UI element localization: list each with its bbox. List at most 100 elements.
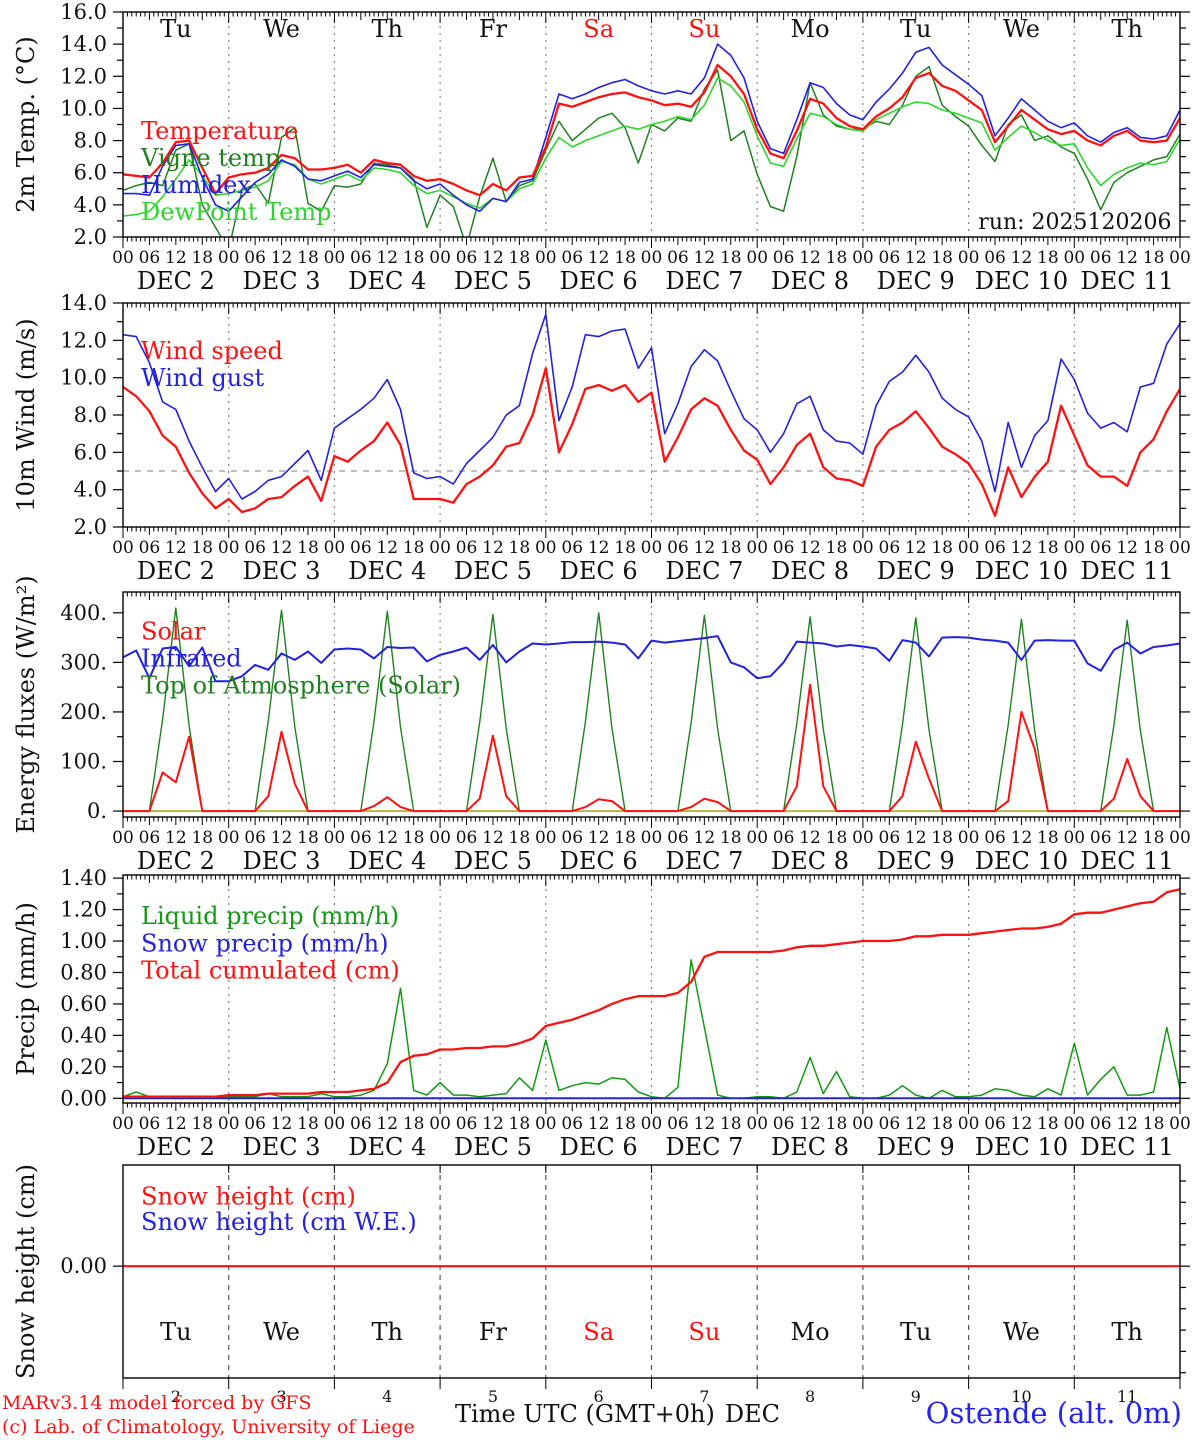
- y-axis-title: 2m Temp. (°C): [12, 36, 40, 212]
- date-label: DEC 4: [348, 557, 426, 585]
- y-tick-label: 4.0: [74, 478, 107, 502]
- hour-label: 18: [297, 1114, 319, 1134]
- panel-temp2m: 00 06 12 18 00 06 12 18 00 06 12 18 00 06 12 18 00 06 12 18…: [12, 0, 1191, 295]
- hour-label: 06: [879, 828, 901, 848]
- hour-label: 12: [165, 828, 187, 848]
- hour-label: 06: [456, 828, 478, 848]
- y-tick-labels: 0. 100. 200. 300. 400.: [60, 601, 107, 823]
- hour-label: 00: [958, 1114, 980, 1134]
- hour-label: 18: [614, 1114, 636, 1134]
- y-tick-label: 14.0: [60, 291, 107, 315]
- hour-label: 06: [984, 248, 1006, 268]
- date-labels: DEC 2 DEC 3 DEC 4 DEC 5 DEC 6 DEC 7 DEC 8 DEC 9…: [137, 267, 1174, 295]
- hour-label: 06: [667, 828, 689, 848]
- date-label: DEC 3: [243, 847, 321, 875]
- daynum-label: 6: [594, 1387, 604, 1406]
- hour-label: 18: [1143, 1114, 1165, 1134]
- hour-label: 12: [1011, 828, 1033, 848]
- hour-label: 06: [561, 828, 583, 848]
- hour-label: 00: [852, 1114, 874, 1134]
- lab-credit: (c) Lab. of Climatology, University of L…: [2, 1416, 415, 1438]
- legend-humidex: Humidex: [141, 171, 251, 199]
- date-label: DEC 3: [243, 267, 321, 295]
- hour-label: 12: [1116, 1114, 1138, 1134]
- y-tick-label: 6.0: [74, 440, 107, 464]
- hour-label: 00: [218, 828, 240, 848]
- panel-precip: 00 06 12 18 00 06 12 18 00 06 12 18 00 06 12 18 00 06 12 18…: [12, 866, 1191, 1161]
- legend-infrared: Infrared: [141, 644, 242, 672]
- hour-label: 12: [905, 248, 927, 268]
- hour-label: 12: [694, 248, 716, 268]
- hour-label: 18: [1143, 828, 1165, 848]
- daynum-label: 2: [171, 1387, 181, 1406]
- date-label: DEC 4: [348, 1133, 426, 1161]
- hour-label: 00: [746, 538, 768, 558]
- y-ticks: [113, 302, 1190, 528]
- hour-label: 00: [112, 248, 134, 268]
- date-label: DEC 3: [243, 1133, 321, 1161]
- hour-label: 00: [1169, 1114, 1191, 1134]
- date-label: DEC 6: [560, 1133, 638, 1161]
- hour-label: 18: [826, 248, 848, 268]
- hour-label: 18: [931, 538, 953, 558]
- hour-label: 12: [588, 248, 610, 268]
- hour-label: 12: [376, 828, 398, 848]
- date-label: DEC 2: [137, 557, 215, 585]
- hour-label: 06: [984, 1114, 1006, 1134]
- hour-label: 00: [1169, 248, 1191, 268]
- hour-label: 00: [429, 248, 451, 268]
- legend: Snow height (cm)Snow height (cm W.E.): [141, 1182, 417, 1236]
- hour-label: 00: [324, 828, 346, 848]
- hour-label: 06: [879, 538, 901, 558]
- y-axis-title: Energy fluxes (W/m²): [12, 575, 40, 833]
- hour-label: 18: [614, 828, 636, 848]
- y-tick-label: 0.40: [60, 1023, 107, 1047]
- date-label: DEC 8: [771, 1133, 849, 1161]
- series-total-cumulated-cm: [123, 888, 1180, 1098]
- date-label: DEC 10: [975, 557, 1068, 585]
- y-tick-label: 10.0: [60, 366, 107, 390]
- hour-label: 00: [1063, 538, 1085, 558]
- hour-label: 12: [165, 1114, 187, 1134]
- hour-label: 00: [218, 538, 240, 558]
- legend-solar: Solar: [141, 617, 206, 645]
- hour-label: 06: [1090, 538, 1112, 558]
- date-label: DEC 4: [348, 847, 426, 875]
- hour-label: 06: [773, 248, 795, 268]
- legend-top-of-atmosphere-solar: Top of Atmosphere (Solar): [141, 671, 461, 699]
- day-name-3: We: [263, 15, 300, 43]
- day-name-labels: Tu We Th Fr Sa Su Mo Tu We Th: [160, 15, 1143, 43]
- hour-label: 18: [297, 248, 319, 268]
- hour-label: 00: [1063, 1114, 1085, 1134]
- hour-label: 12: [694, 1114, 716, 1134]
- y-ticks: [113, 1180, 1190, 1374]
- hour-label: 00: [535, 538, 557, 558]
- hour-label: 18: [1143, 248, 1165, 268]
- date-label: DEC 7: [665, 847, 743, 875]
- date-label: DEC 2: [137, 1133, 215, 1161]
- daynum-label: 10: [1011, 1387, 1031, 1406]
- date-label: DEC 8: [771, 557, 849, 585]
- day-name-labels: Tu We Th Fr Sa Su Mo Tu We Th: [160, 1318, 1143, 1346]
- date-label: DEC 9: [877, 557, 955, 585]
- hour-label: 06: [244, 538, 266, 558]
- legend-dewpoint-temp: DewPoint Temp: [141, 198, 332, 226]
- y-tick-label: 0.20: [60, 1055, 107, 1079]
- hour-label: 00: [958, 248, 980, 268]
- daynum-label: 5: [488, 1387, 498, 1406]
- hour-label: 18: [403, 1114, 425, 1134]
- series-solar: [123, 683, 1180, 813]
- hour-label: 06: [879, 248, 901, 268]
- hour-label: 12: [905, 538, 927, 558]
- date-label: DEC 11: [1081, 1133, 1174, 1161]
- y-tick-label: 200.: [60, 700, 107, 724]
- hour-label: 12: [482, 538, 504, 558]
- day-name-4: Th: [372, 1318, 403, 1346]
- y-tick-label: 8.0: [74, 403, 107, 427]
- y-axis-title: 10m Wind (m/s): [12, 318, 40, 511]
- time-axis-title: Time UTC (GMT+0h) DEC: [455, 1400, 780, 1428]
- y-tick-label: 300.: [60, 650, 107, 674]
- hour-label: 18: [720, 248, 742, 268]
